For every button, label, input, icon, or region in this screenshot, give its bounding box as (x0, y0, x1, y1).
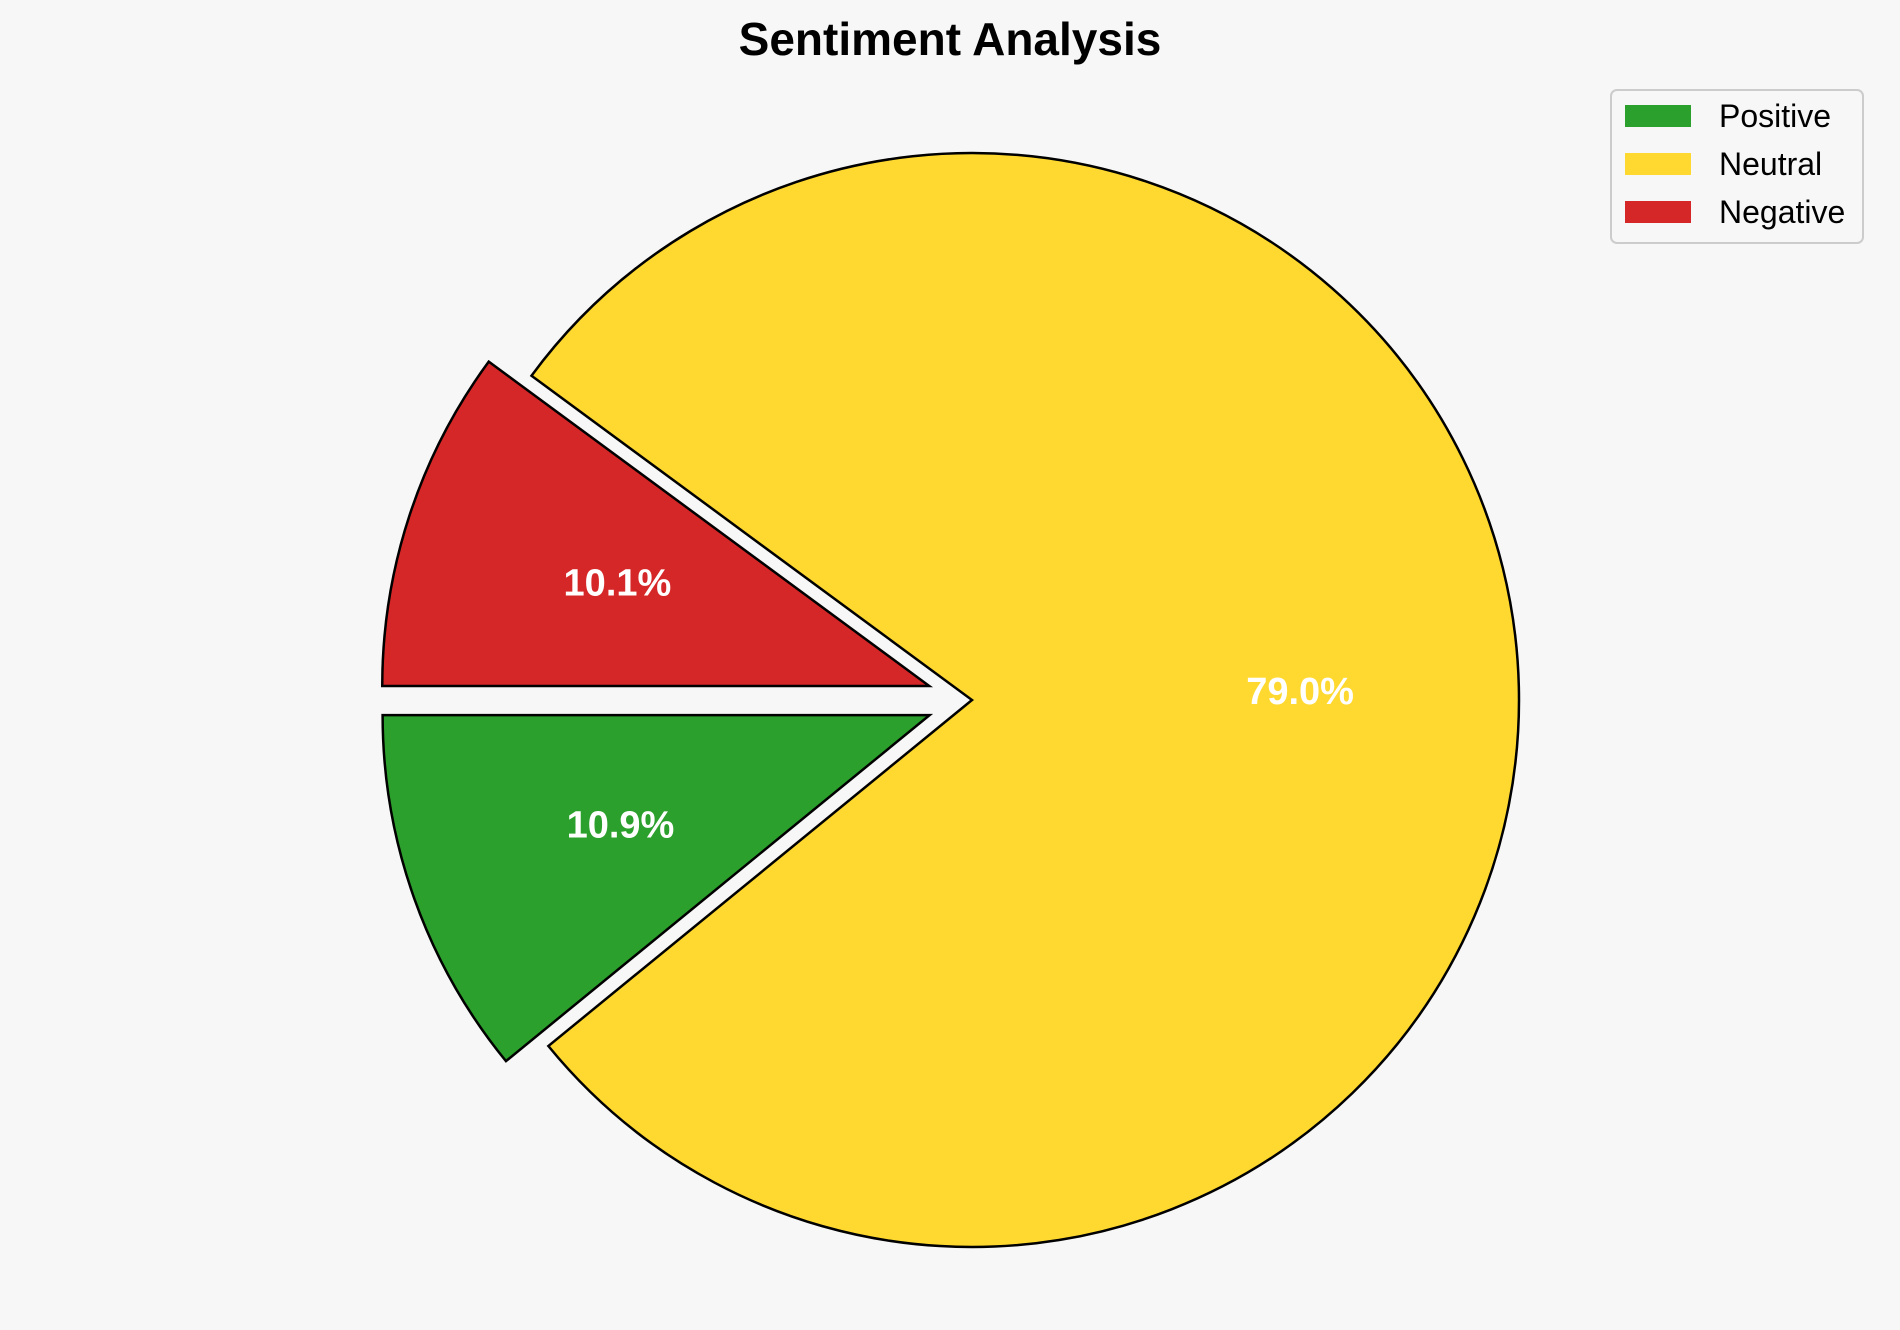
slice-label-negative: 10.1% (564, 563, 672, 605)
chart-title: Sentiment Analysis (739, 13, 1162, 65)
legend-swatch-negative (1625, 201, 1691, 223)
legend-label-positive: Positive (1719, 98, 1831, 134)
pie-slice-positive (381, 713, 934, 1063)
pie-slices (380, 151, 1521, 1249)
legend-entries: Positive Neutral Negative (1625, 98, 1845, 230)
pie-slice-neutral (529, 151, 1521, 1249)
legend: Positive Neutral Negative (1610, 89, 1864, 244)
pie-slice-labels: 10.9% 79.0% 10.1% (564, 563, 1354, 847)
slice-label-neutral: 79.0% (1246, 671, 1354, 713)
legend-swatch-neutral (1625, 153, 1691, 175)
legend-label-negative: Negative (1719, 194, 1845, 230)
pie-slice-negative (380, 359, 934, 688)
slice-label-positive: 10.9% (567, 804, 675, 846)
legend-label-neutral: Neutral (1719, 146, 1822, 182)
legend-swatch-positive (1625, 105, 1691, 127)
